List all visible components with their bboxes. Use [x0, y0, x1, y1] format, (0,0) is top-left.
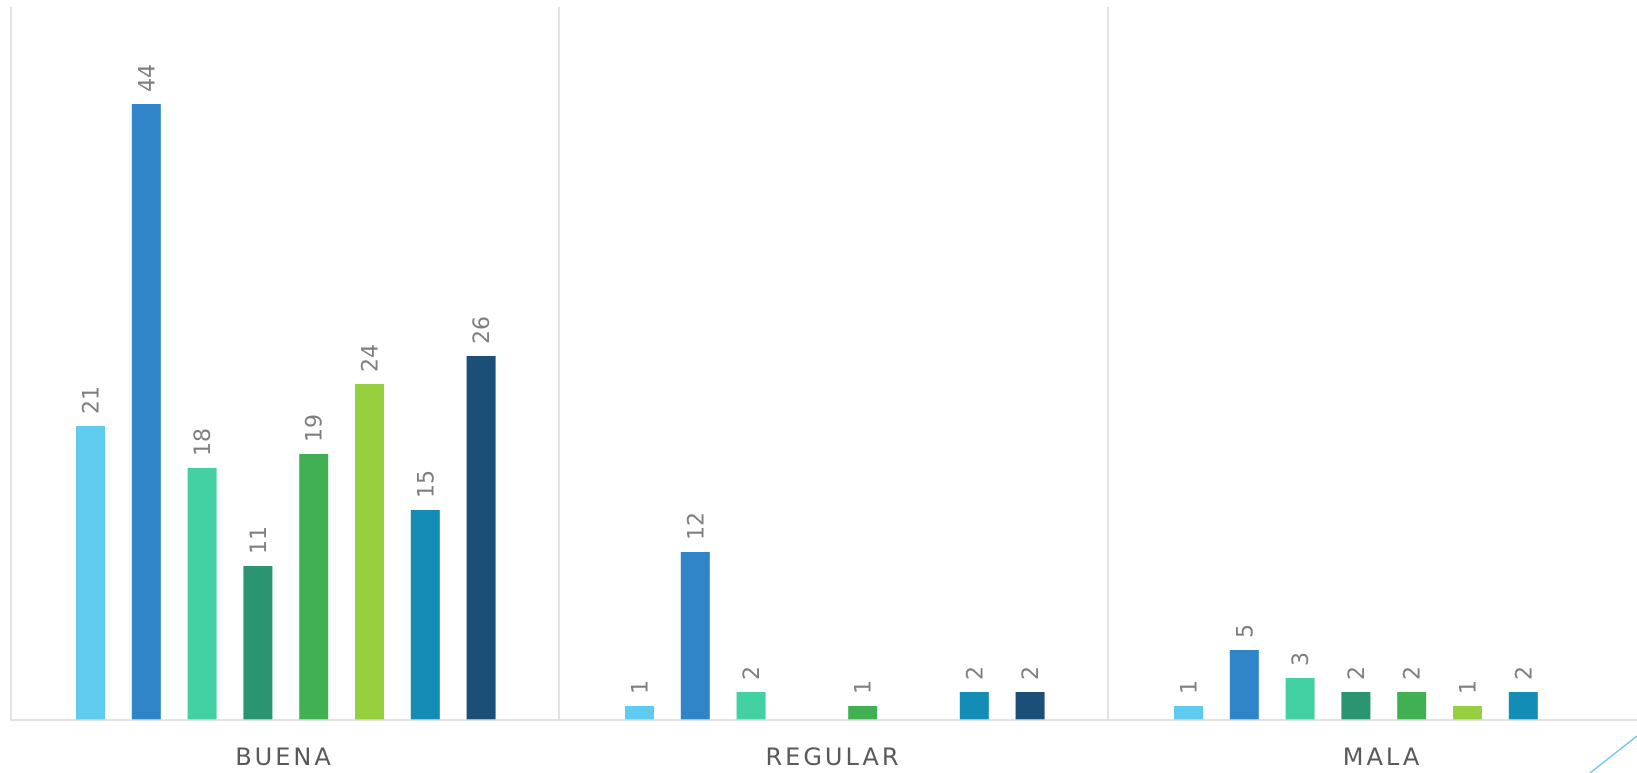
bar — [680, 552, 710, 720]
category-dividers — [10, 7, 1109, 720]
bar — [625, 706, 654, 720]
bar — [410, 510, 440, 720]
data-label: 19 — [303, 414, 328, 442]
data-label: 11 — [247, 526, 272, 554]
bar — [848, 706, 878, 720]
bar — [1508, 692, 1538, 720]
data-label: 15 — [414, 470, 439, 498]
bar — [131, 104, 161, 720]
data-label: 2 — [963, 666, 988, 680]
data-label: 2 — [1512, 666, 1537, 680]
data-label: 2 — [1401, 666, 1426, 680]
category-label: MALA — [1343, 743, 1422, 771]
data-label: 5 — [1233, 624, 1258, 638]
category-label: REGULAR — [765, 743, 901, 771]
data-label: 1 — [1178, 680, 1203, 694]
bar — [466, 356, 496, 720]
bar — [1341, 692, 1371, 720]
bar — [187, 468, 217, 720]
data-label: 44 — [135, 64, 160, 92]
data-label: 24 — [359, 344, 384, 372]
data-label: 26 — [470, 316, 495, 344]
data-label: 2 — [740, 666, 765, 680]
bar — [1397, 692, 1427, 720]
data-label: 1 — [629, 680, 654, 694]
bar — [299, 454, 329, 720]
data-label: 2 — [1019, 666, 1044, 680]
data-label: 18 — [191, 428, 216, 456]
bar — [1285, 678, 1315, 720]
data-label: 21 — [80, 386, 105, 414]
bar — [1453, 706, 1482, 720]
data-label: 1 — [852, 680, 877, 694]
data-label: 3 — [1289, 652, 1314, 666]
bar — [355, 384, 384, 720]
bar — [959, 692, 989, 720]
bar — [243, 566, 273, 720]
data-label: 1 — [1457, 680, 1482, 694]
bar-group — [76, 104, 1538, 720]
bar — [1174, 706, 1203, 720]
bar — [1015, 692, 1045, 720]
bar — [76, 426, 105, 720]
bar — [736, 692, 766, 720]
corner-decoration-line — [1589, 735, 1637, 773]
data-label: 2 — [1345, 666, 1370, 680]
category-labels: BUENA REGULAR MALA — [235, 743, 1422, 771]
bar — [1229, 650, 1259, 720]
data-label: 12 — [684, 512, 709, 540]
category-label: BUENA — [235, 743, 334, 771]
